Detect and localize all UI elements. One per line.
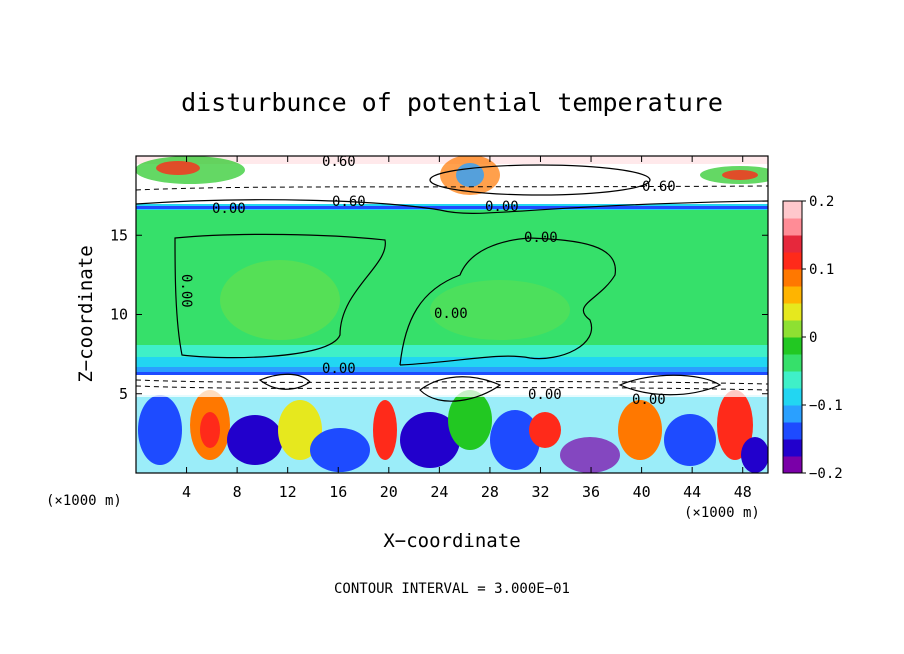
contour-lines: [136, 164, 768, 402]
top-blob-4: [456, 163, 484, 187]
colorbar-swatch: [783, 388, 802, 406]
x-tick-label: 8: [233, 483, 242, 501]
lower-teal-band: [136, 345, 768, 357]
bl-blob-13: [618, 400, 662, 460]
bl-blob-8: [400, 412, 460, 468]
x-tick-label: 44: [683, 483, 701, 501]
mid-patch-1: [220, 260, 340, 340]
bl-blob-12: [560, 437, 620, 473]
contour-label: 0.00: [212, 201, 246, 217]
mid-patch-2: [430, 280, 570, 340]
colorbar-swatch: [783, 218, 802, 236]
colorbar-swatch: [783, 405, 802, 423]
dashed-1: [136, 185, 768, 191]
top-blob-2: [156, 161, 200, 175]
colorbar-swatch: [783, 371, 802, 389]
lower-cyan-band: [136, 357, 768, 367]
contour-bl-1: [419, 376, 502, 402]
x-tick-label: 48: [734, 483, 752, 501]
upper-blue-stripe: [136, 206, 768, 209]
dashed-contours: [136, 185, 768, 391]
colorbar-swatch: [783, 337, 802, 355]
x-tick-label: 28: [481, 483, 499, 501]
contour-interval-note: CONTOUR INTERVAL = 3.000E−01: [334, 581, 570, 597]
x-axis-title: X−coordinate: [383, 530, 520, 552]
y-axis-title: Z−coordinate: [75, 245, 97, 382]
bl-blob-11: [529, 412, 561, 448]
colorbar-swatch: [783, 286, 802, 304]
contour-upper-ellipse: [429, 164, 651, 196]
bl-blob-9: [448, 390, 492, 450]
colorbar-swatch: [783, 303, 802, 321]
bl-blob-10: [490, 410, 540, 470]
colorbar-swatch: [783, 252, 802, 270]
bl-blob-15: [717, 390, 753, 460]
colorbar-tick-label: 0.2: [809, 194, 834, 210]
x-tick-label: 24: [430, 483, 448, 501]
y-axis: 5 10 15: [110, 226, 768, 403]
colorbar: 0.2 0.1 0 −0.1 −0.2: [782, 194, 843, 482]
contour-label: 0.00: [485, 199, 519, 215]
x-unit-right: (×1000 m): [684, 505, 760, 521]
lower-blue-band: [136, 372, 768, 375]
heatmap-field: 0.60 0.60 0.00 0.60 0.00 0.00 0.00 0.00 …: [136, 154, 768, 473]
contour-middle-closed: [399, 237, 616, 366]
contour-label: 0.60: [322, 154, 356, 170]
x-tick-label: 16: [329, 483, 347, 501]
contour-label-group: 0.60 0.60 0.00 0.60 0.00 0.00 0.00 0.00 …: [178, 154, 676, 408]
colorbar-swatch: [783, 354, 802, 372]
contour-label: 0.00: [632, 392, 666, 408]
y-tick-label: 10: [110, 306, 128, 324]
contour-tropopause: [136, 199, 768, 214]
bl-blob-1: [138, 395, 182, 465]
bl-blob-6: [310, 428, 370, 472]
colorbar-swatch: [783, 439, 802, 457]
contour-label: 0.00: [434, 306, 468, 322]
bl-blob-14: [664, 414, 716, 466]
dashed-2: [136, 379, 768, 385]
colorbar-swatch: [783, 320, 802, 338]
lower-lightblue-band: [136, 367, 768, 372]
contour-bl-2: [618, 374, 722, 396]
contour-label: 0.00: [322, 361, 356, 377]
bl-blob-16: [741, 437, 768, 473]
colorbar-tick-label: 0.1: [809, 262, 834, 278]
contour-label: 0.60: [642, 179, 676, 195]
contour-label: 0.60: [332, 194, 366, 210]
x-tick-label: 36: [582, 483, 600, 501]
y-tick-label: 5: [119, 385, 128, 403]
contour-label: 0.00: [524, 230, 558, 246]
dashed-3: [136, 385, 768, 391]
x-axis: 4 8 12 16 20 24 28 32 36 40 44 48: [182, 156, 752, 501]
colorbar-swatch: [783, 201, 802, 219]
bl-top-white: [136, 375, 768, 397]
x-tick-label: 4: [182, 483, 191, 501]
contour-left-closed: [174, 233, 386, 359]
bl-blob-7: [373, 400, 397, 460]
colorbar-swatch: [783, 456, 802, 474]
x-tick-label: 20: [380, 483, 398, 501]
x-tick-label: 40: [633, 483, 651, 501]
contour-label: 0.00: [178, 274, 194, 308]
colorbar-tick-label: 0: [809, 330, 817, 346]
x-unit-left: (×1000 m): [46, 493, 122, 509]
bl-blob-3: [200, 412, 220, 448]
bl-blob-4: [227, 415, 283, 465]
x-tick-label: 12: [279, 483, 297, 501]
top-blob-6: [722, 170, 758, 180]
colorbar-swatch: [783, 269, 802, 287]
x-tick-label: 32: [531, 483, 549, 501]
chart-title: disturbunce of potential temperature: [181, 88, 723, 117]
colorbar-swatch: [783, 422, 802, 440]
colorbar-swatch: [783, 235, 802, 253]
y-tick-label: 15: [110, 226, 128, 244]
colorbar-tick-label: −0.2: [809, 466, 843, 482]
colorbar-tick-label: −0.1: [809, 398, 843, 414]
contour-label: 0.00: [528, 387, 562, 403]
